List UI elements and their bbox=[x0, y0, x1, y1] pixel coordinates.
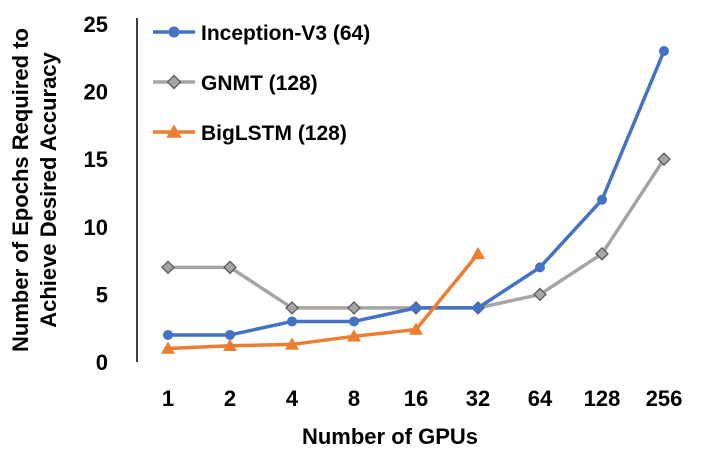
data-point-gnmt bbox=[657, 152, 671, 167]
series-line-gnmt bbox=[168, 158, 666, 310]
x-tick-label: 1 bbox=[162, 386, 174, 411]
x-tick-label: 256 bbox=[646, 386, 683, 411]
y-tick-labels: 0 5 10 15 20 25 bbox=[84, 12, 108, 375]
x-axis-title: Number of GPUs bbox=[302, 424, 478, 449]
data-point-inception-v3 bbox=[225, 329, 235, 340]
data-point-biglstm bbox=[409, 322, 423, 335]
legend-marker bbox=[166, 124, 182, 138]
data-point-inception-v3 bbox=[473, 302, 483, 313]
legend-marker bbox=[168, 26, 180, 38]
x-tick-label: 4 bbox=[286, 386, 299, 411]
x-tick-label: 32 bbox=[466, 386, 490, 411]
y-tick-label: 15 bbox=[84, 147, 108, 172]
data-point-biglstm bbox=[161, 341, 175, 354]
series-line-biglstm bbox=[167, 252, 480, 351]
data-point-gnmt bbox=[223, 260, 237, 275]
data-point-biglstm bbox=[285, 337, 299, 350]
legend-label: BigLSTM (128) bbox=[201, 122, 347, 145]
y-tick-label: 20 bbox=[84, 80, 108, 105]
data-point-inception-v3 bbox=[597, 194, 607, 205]
data-point-gnmt bbox=[533, 287, 547, 302]
data-point-inception-v3 bbox=[411, 302, 421, 313]
y-axis-title-line-1: Number of Epochs Required to bbox=[8, 28, 33, 352]
series-biglstm bbox=[161, 246, 485, 354]
x-tick-label: 16 bbox=[404, 386, 428, 411]
data-point-biglstm bbox=[471, 246, 485, 260]
legend-marker bbox=[166, 74, 182, 90]
y-tick-label: 5 bbox=[96, 282, 108, 307]
data-point-inception-v3 bbox=[349, 316, 359, 327]
data-point-inception-v3 bbox=[659, 46, 669, 57]
legend: Inception-V3 (64) GNMT (128) BigLSTM (128) bbox=[153, 22, 370, 145]
data-point-gnmt bbox=[285, 301, 299, 315]
data-point-inception-v3 bbox=[535, 262, 545, 273]
legend-item-gnmt: GNMT (128) bbox=[153, 72, 318, 95]
legend-label: Inception-V3 (64) bbox=[201, 22, 370, 45]
x-tick-label: 8 bbox=[348, 386, 360, 411]
data-point-inception-v3 bbox=[287, 316, 297, 327]
data-point-gnmt bbox=[161, 260, 175, 275]
x-tick-label: 128 bbox=[584, 386, 621, 411]
legend-item-biglstm: BigLSTM (128) bbox=[153, 122, 347, 145]
data-point-gnmt bbox=[347, 301, 361, 315]
data-point-biglstm bbox=[347, 329, 361, 342]
series-gnmt bbox=[161, 152, 671, 315]
y-tick-label: 10 bbox=[84, 215, 108, 240]
x-tick-label: 2 bbox=[224, 386, 236, 411]
y-axis-title: Number of Epochs Required to Achieve Des… bbox=[8, 28, 61, 352]
data-point-biglstm bbox=[223, 338, 237, 352]
y-axis-title-line-2: Achieve Desired Accuracy bbox=[36, 51, 61, 327]
data-point-gnmt bbox=[595, 246, 609, 261]
legend-label: GNMT (128) bbox=[201, 72, 318, 95]
series-inception-v3 bbox=[163, 46, 669, 340]
x-tick-label: 64 bbox=[528, 386, 553, 411]
x-tick-labels: 1 2 4 8 16 32 64 128 256 bbox=[162, 386, 682, 411]
y-tick-label: 25 bbox=[84, 12, 108, 37]
legend-item-inception-v3: Inception-V3 (64) bbox=[153, 22, 370, 45]
series-layer bbox=[161, 46, 671, 354]
data-point-inception-v3 bbox=[163, 329, 173, 340]
y-tick-label: 0 bbox=[96, 350, 108, 375]
